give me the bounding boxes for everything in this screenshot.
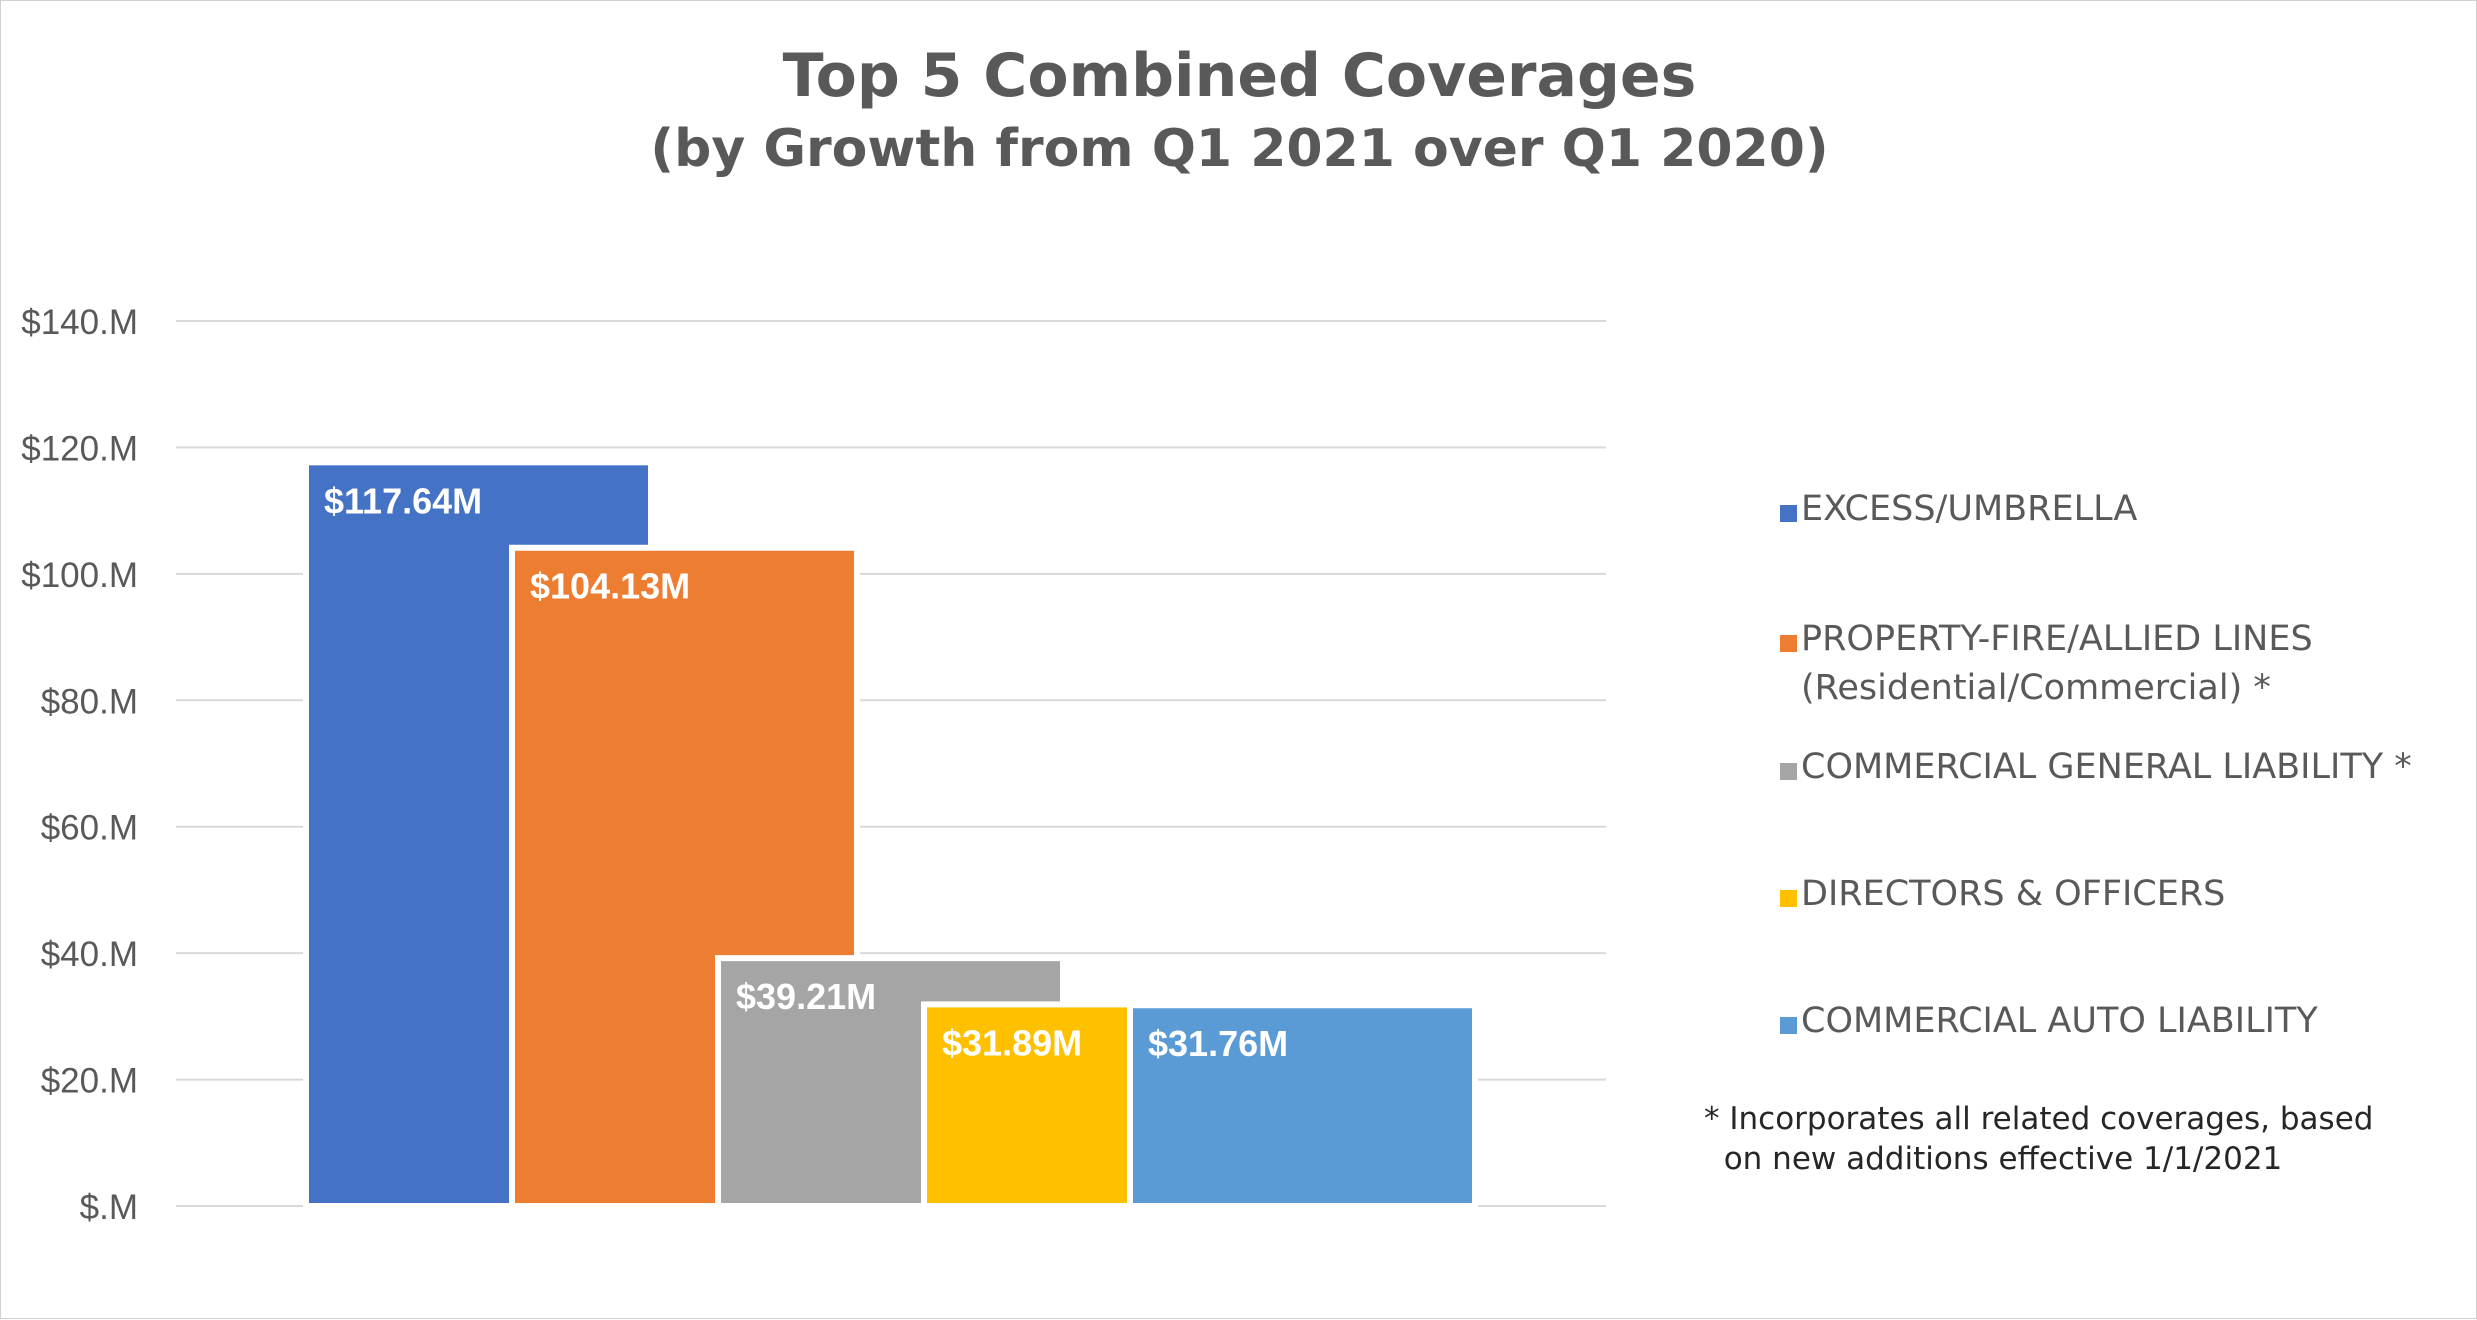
legend-item-excess-umbrella: EXCESS/UMBRELLA <box>1780 485 2138 534</box>
y-tick-label: $120.M <box>21 429 138 468</box>
bar <box>1127 1002 1478 1210</box>
y-tick-label: $80.M <box>41 682 138 721</box>
legend-label: EXCESS/UMBRELLA <box>1801 489 2138 529</box>
legend-swatch <box>1780 1017 1797 1034</box>
y-tick-label: $60.M <box>41 809 138 848</box>
chart-subtitle: (by Growth from Q1 2021 over Q1 2020) <box>650 119 1829 179</box>
data-label: $31.89M <box>942 1022 1082 1063</box>
footnote: * Incorporates all related coverages, ba… <box>1704 1101 2374 1177</box>
legend-swatch <box>1780 763 1797 780</box>
chart-title: Top 5 Combined Coverages <box>782 41 1697 111</box>
y-tick-label: $.M <box>80 1188 138 1227</box>
data-label: $117.64M <box>324 480 482 521</box>
y-tick-label: $40.M <box>41 935 138 974</box>
legend-label: COMMERCIAL GENERAL LIABILITY * <box>1801 747 2412 787</box>
legend-swatch <box>1780 635 1797 652</box>
legend-label: COMMERCIAL AUTO LIABILITY <box>1801 1001 2318 1041</box>
legend-label-line2: (Residential/Commercial) * <box>1801 668 2271 708</box>
legend-item-commercial-auto-liability: COMMERCIAL AUTO LIABILITY <box>1780 997 2318 1046</box>
legend-item-property-fire: PROPERTY-FIRE/ALLIED LINES (Residential/… <box>1780 615 2313 713</box>
legend-item-directors-officers: DIRECTORS & OFFICERS <box>1780 870 2226 919</box>
y-tick-label: $20.M <box>41 1062 138 1101</box>
legend-label: PROPERTY-FIRE/ALLIED LINES <box>1801 619 2313 659</box>
legend-swatch <box>1780 890 1797 907</box>
data-label: $31.76M <box>1148 1023 1288 1064</box>
data-label: $104.13M <box>530 566 690 607</box>
legend-item-commercial-general-liability: COMMERCIAL GENERAL LIABILITY * <box>1780 743 2412 792</box>
data-label: $39.21M <box>736 976 876 1017</box>
legend-label: DIRECTORS & OFFICERS <box>1801 874 2226 914</box>
y-tick-label: $140.M <box>21 303 138 342</box>
legend-swatch <box>1780 505 1797 522</box>
y-tick-label: $100.M <box>21 556 138 595</box>
